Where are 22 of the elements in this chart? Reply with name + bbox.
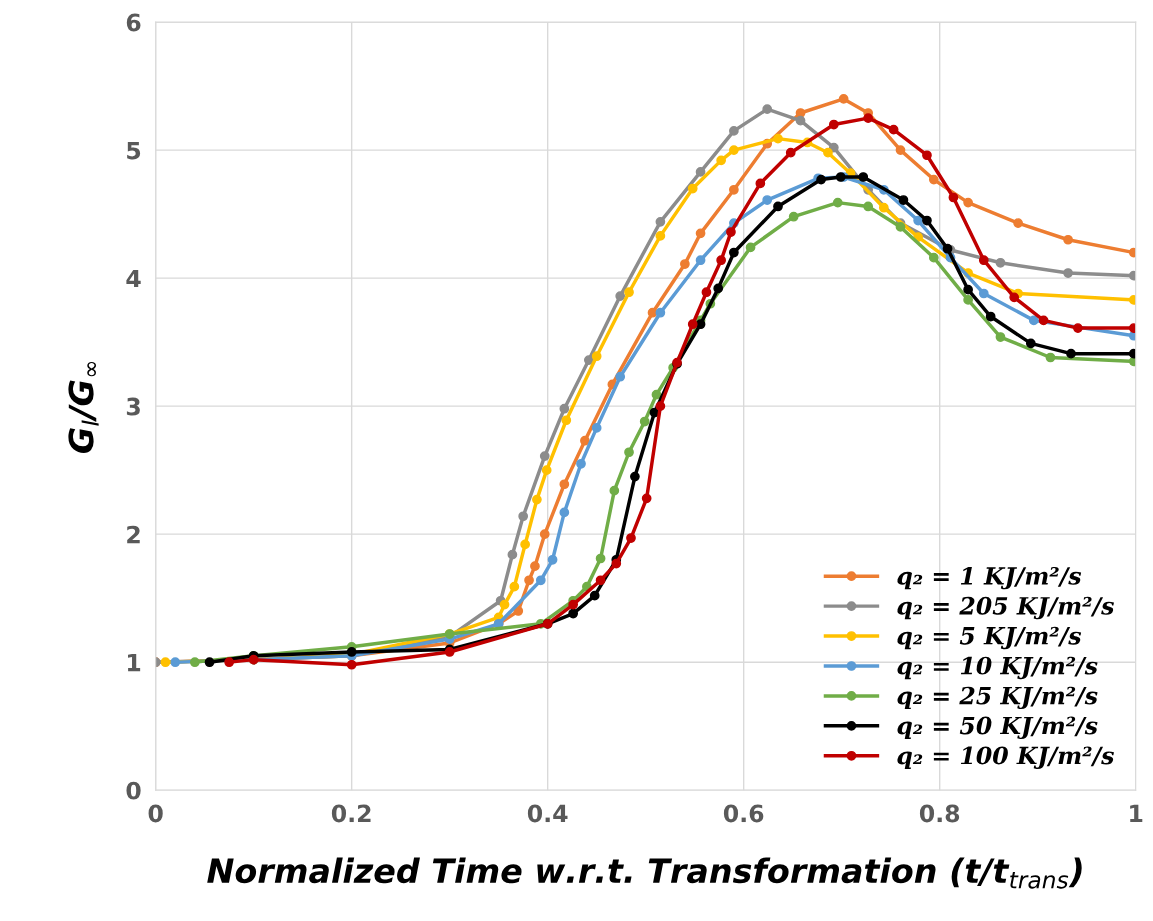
y-tick-label: 5 [127,141,141,160]
legend-label: q₂ = 25 KJ/m²/s [897,686,1098,710]
legend-label: q₂ = 205 KJ/m²/s [897,596,1114,620]
x-tick-label: 0.2 [331,804,371,823]
y-tick-label: 0 [126,781,141,800]
legend-label: q₂ = 10 KJ/m²/s [897,656,1098,680]
y-tick-label: 2 [127,525,140,544]
x-tick-label: 0.4 [527,804,568,823]
legend-label: q₂ = 100 KJ/m²/s [897,746,1114,769]
y-tick-label: 3 [126,397,140,416]
y-tick-label: 6 [126,13,141,32]
legend-label: q₂ = 1 KJ/m²/s [897,566,1082,590]
y-tick-label: 1 [128,653,141,672]
x-axis-title: Normalized Time w.r.t. Transformation (t/t$_{trans}$) [207,857,1082,889]
y-axis-title: G$_{I}$/G$_{∞}$ [68,361,99,453]
x-tick-label: 0 [148,804,163,823]
x-tick-label: 0.6 [723,804,764,823]
legend-label: q₂ = 5 KJ/m²/s [897,626,1082,650]
legend-label: q₂ = 50 KJ/m²/s [897,716,1098,740]
x-tick-label: 0.8 [919,804,960,823]
x-tick-label: 1 [1130,804,1143,823]
y-tick-label: 4 [126,269,141,288]
